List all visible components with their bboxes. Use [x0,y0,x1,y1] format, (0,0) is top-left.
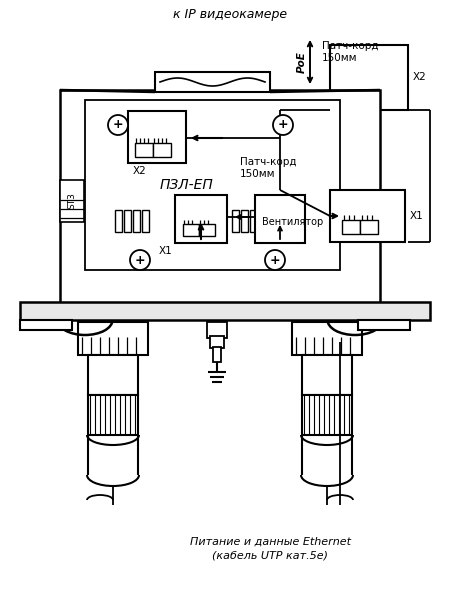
Bar [302,395,352,435]
Bar [199,224,215,236]
Bar [292,322,362,355]
Text: +: + [270,253,280,266]
Text: X1: X1 [158,246,172,256]
Bar [330,45,408,110]
Circle shape [265,250,285,270]
Bar [124,210,131,232]
Bar [207,322,227,338]
Bar [155,72,270,92]
Bar [20,320,72,330]
Bar [60,90,380,305]
Bar [128,111,186,163]
Bar [250,210,257,232]
Bar [115,210,122,232]
Text: ST3: ST3 [68,193,76,209]
Text: X1: X1 [410,211,424,221]
Circle shape [273,115,293,135]
Bar [142,210,149,232]
Bar [88,355,138,395]
Text: +: + [112,118,123,131]
Bar [330,190,405,242]
Bar [60,180,84,222]
Bar [358,320,410,330]
Text: к IP видеокамере: к IP видеокамере [173,8,287,21]
Bar [241,210,248,232]
Bar [342,220,360,234]
Bar [302,355,352,395]
Bar [183,224,199,236]
Bar [153,143,171,157]
Bar [360,220,378,234]
Text: ПЗЛ-ЕП: ПЗЛ-ЕП [160,178,214,192]
Text: Питание и данные Ethernet: Питание и данные Ethernet [189,537,351,547]
Text: Вентилятор: Вентилятор [262,217,323,227]
Bar [213,347,221,362]
Text: (кабель UTP кат.5e): (кабель UTP кат.5e) [212,551,328,561]
Text: X2: X2 [133,166,147,176]
Text: PoE: PoE [297,51,307,73]
Bar [135,143,153,157]
Bar [232,210,239,232]
Text: +: + [135,253,145,266]
Bar [78,322,148,355]
Bar [133,210,140,232]
Text: X2: X2 [413,72,427,82]
Text: +: + [278,118,288,131]
Bar [85,100,340,270]
Bar [259,210,266,232]
Bar [255,195,305,243]
Circle shape [108,115,128,135]
Bar [210,336,224,348]
Text: Патч-корд
150мм: Патч-корд 150мм [240,157,297,179]
Circle shape [130,250,150,270]
Text: Патч-корд
150мм: Патч-корд 150мм [322,41,378,63]
Bar [20,302,430,320]
Bar [88,395,138,435]
Bar [175,195,227,243]
